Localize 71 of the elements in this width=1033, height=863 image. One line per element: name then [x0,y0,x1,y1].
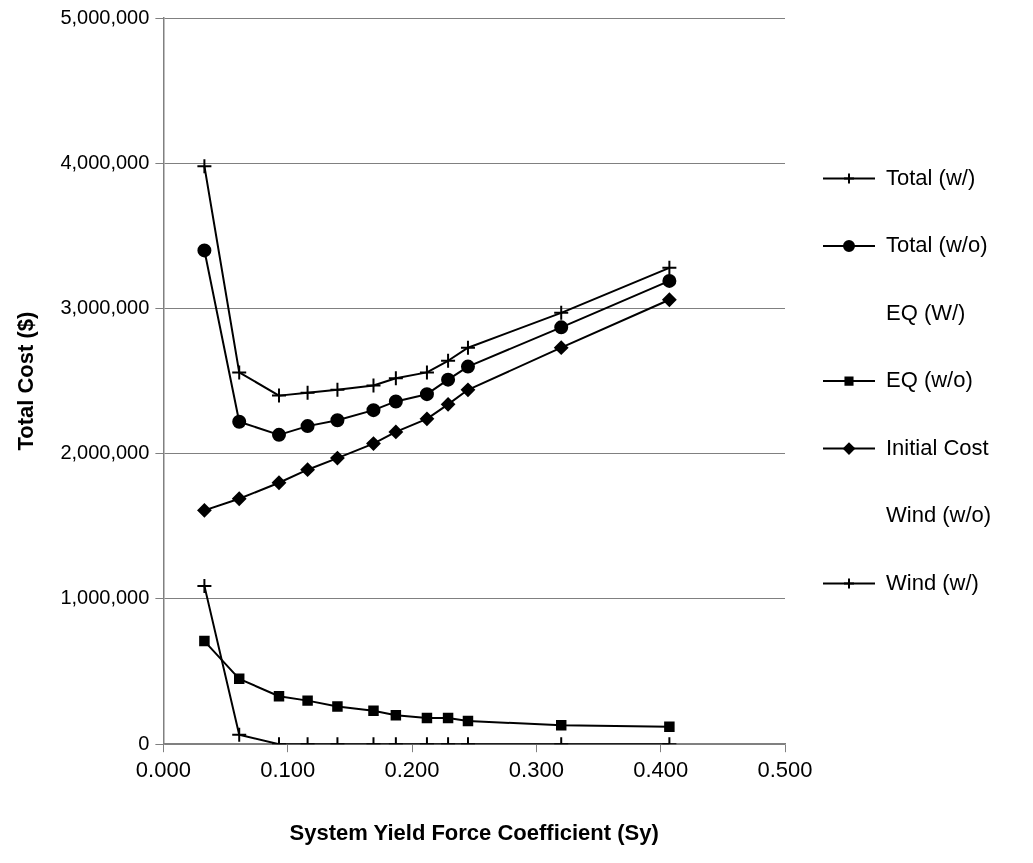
point [330,451,345,466]
point [388,394,403,409]
point [196,577,213,594]
x-tick-label: 0.300 [508,757,564,783]
point [418,364,435,381]
point [330,413,345,428]
point [442,712,454,724]
point [460,359,475,374]
point [302,695,313,706]
point [419,411,434,426]
point [199,635,210,647]
legend-label: Wind (w/o) [886,502,992,528]
legend-label: EQ (W/) [886,299,966,325]
point [366,436,381,451]
y-axis-title: Total Cost ($) [13,311,39,451]
point [459,339,476,356]
legend-label: Total (w/) [886,164,976,190]
point [299,384,316,401]
point [272,475,286,490]
point [273,691,285,702]
point [365,377,382,394]
point [300,462,315,477]
x-tick-label: 0.400 [633,757,689,783]
point [271,387,287,404]
point [332,701,343,712]
point [662,273,677,288]
point [440,352,457,369]
point [233,673,245,685]
point [366,403,381,418]
point [460,382,475,397]
point [368,705,379,717]
point [272,427,286,442]
point [462,715,474,727]
point [231,364,248,381]
legend-label: Initial Cost [886,434,989,460]
point [441,397,456,412]
legend-label: Wind (w/) [886,569,979,595]
point [232,414,247,429]
point [231,726,248,743]
point [232,491,247,506]
point [554,320,569,335]
point [554,340,569,355]
y-tick-label: 0 [138,731,150,754]
y-tick-label: 4,000,000 [60,150,150,173]
point [441,372,456,387]
point [661,259,678,276]
x-tick-label: 0.100 [260,757,316,783]
point [553,304,570,321]
point [664,721,675,733]
point [197,503,212,518]
y-tick-label: 3,000,000 [60,296,150,318]
x-tick-label: 0.000 [135,757,191,783]
point [300,419,315,434]
point [387,370,404,387]
point [196,158,213,175]
x-axis-title: System Yield Force Coefficient (Sy) [289,819,659,845]
x-tick-label: 0.200 [384,757,440,783]
point [419,387,434,402]
x-tick-label: 0.500 [757,757,813,783]
point [390,709,402,721]
y-tick-label: 1,000,000 [60,586,150,609]
point [388,424,403,439]
point [555,720,567,731]
legend-label: Total (w/o) [886,232,988,258]
point [421,712,433,724]
point [329,381,346,398]
y-tick-label: 5,000,000 [60,5,150,28]
legend-label: EQ (w/o) [886,367,973,393]
point [197,243,212,258]
y-tick-label: 2,000,000 [60,441,150,464]
point [662,292,677,307]
